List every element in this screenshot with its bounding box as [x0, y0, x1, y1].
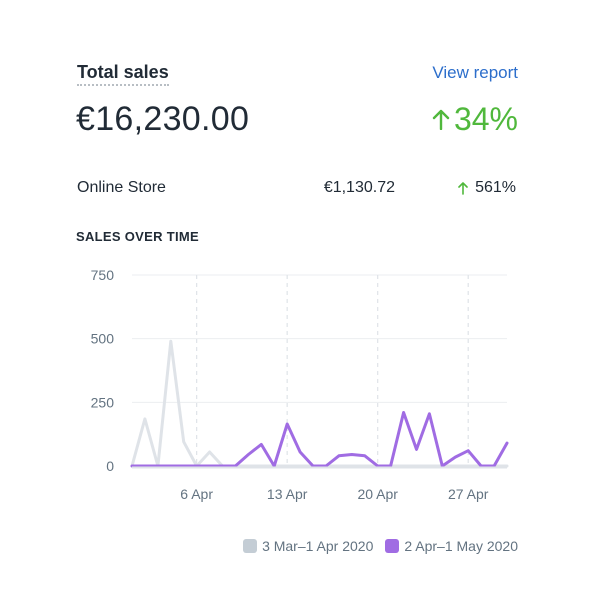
- y-tick-label: 0: [106, 458, 114, 474]
- total-sales-change-value: 34%: [453, 101, 518, 137]
- channel-label: Online Store: [77, 179, 166, 196]
- x-tick-label: 6 Apr: [180, 486, 213, 502]
- x-tick-label: 27 Apr: [448, 486, 489, 502]
- legend-swatch-current: [385, 539, 400, 553]
- y-tick-label: 500: [91, 331, 115, 347]
- series-line-current: [130, 411, 509, 468]
- channel-change: 561%: [458, 176, 516, 200]
- arrow-up-icon: [458, 182, 468, 195]
- x-tick-label: 20 Apr: [357, 486, 398, 502]
- legend-item-current[interactable]: 2 Apr–1 May 2020: [385, 538, 518, 554]
- breakdown-row-online-store: Online Store €1,130.72 561%: [77, 176, 518, 200]
- channel-change-value: 561%: [475, 179, 516, 196]
- arrow-up-icon: [432, 109, 450, 130]
- y-tick-label: 250: [91, 394, 115, 410]
- channel-value: €1,130.72: [323, 179, 395, 196]
- total-sales-change: 34%: [432, 98, 518, 140]
- view-report-link[interactable]: View report: [432, 63, 518, 82]
- legend-swatch-previous: [243, 539, 258, 553]
- card-title[interactable]: Total sales: [77, 62, 169, 86]
- legend-item-previous[interactable]: 3 Mar–1 Apr 2020: [243, 538, 373, 554]
- legend-label-current: 2 Apr–1 May 2020: [404, 538, 518, 554]
- total-sales-value: €16,230.00: [76, 100, 250, 138]
- y-tick-label: 750: [91, 267, 115, 283]
- chart-legend: 3 Mar–1 Apr 2020 2 Apr–1 May 2020: [231, 538, 518, 554]
- chart-heading: SALES OVER TIME: [76, 229, 199, 244]
- legend-label-previous: 3 Mar–1 Apr 2020: [262, 538, 374, 554]
- x-tick-label: 13 Apr: [267, 486, 308, 502]
- series-line-previous: [130, 339, 509, 468]
